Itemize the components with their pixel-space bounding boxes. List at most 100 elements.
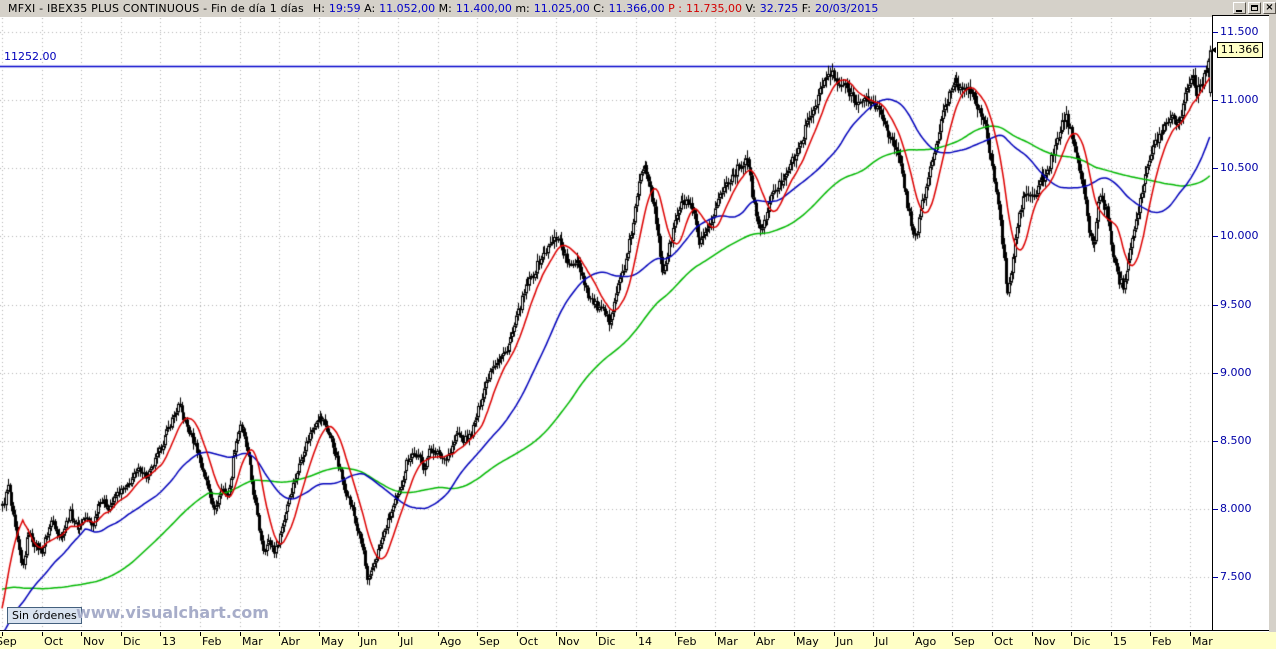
x-axis-tick	[596, 632, 597, 636]
price-chart-canvas[interactable]	[0, 18, 1212, 631]
watermark: www.visualchart.com	[76, 603, 269, 622]
orders-button[interactable]: Sin órdenes	[7, 607, 82, 624]
x-axis-label: May	[321, 635, 344, 648]
x-axis-tick	[358, 632, 359, 636]
level-line-label: 11252.00	[4, 50, 57, 63]
x-axis-label: Feb	[677, 635, 697, 648]
x-axis-label: Mar	[242, 635, 263, 648]
quote-field-label: H:	[312, 2, 325, 15]
y-axis-label: 8.000	[1220, 502, 1252, 515]
x-axis-label: Oct	[519, 635, 539, 648]
quote-field-label: F:	[801, 2, 811, 15]
x-axis-label: Jul	[875, 635, 889, 648]
y-axis-tick	[1213, 168, 1218, 169]
x-axis-label: Jul	[400, 635, 414, 648]
quote-field-value: 19:59	[328, 2, 361, 15]
quote-field: C: 11.366,00	[593, 2, 664, 15]
x-axis-tick	[794, 632, 795, 636]
x-axis-tick	[279, 632, 280, 636]
quote-field-value: 11.400,00	[455, 2, 512, 15]
y-axis-label: 10.500	[1220, 161, 1259, 174]
axis-top-line	[1212, 15, 1269, 16]
window-right-border	[1269, 17, 1276, 632]
x-axis-tick	[2, 632, 3, 636]
y-axis-label: 11.500	[1220, 25, 1259, 38]
x-axis-label: Dic	[123, 635, 141, 648]
y-axis-tick	[1213, 509, 1218, 510]
x-axis-label: Ago	[915, 635, 937, 648]
quote-field: A: 11.052,00	[364, 2, 435, 15]
x-axis-label: Nov	[1034, 635, 1056, 648]
x-axis-tick	[1150, 632, 1151, 636]
x-axis-label: May	[796, 635, 819, 648]
x-axis-label: Sep	[954, 635, 975, 648]
minimize-icon	[1236, 10, 1242, 12]
x-axis-tick	[1190, 632, 1191, 636]
x-axis-tick	[398, 632, 399, 636]
x-axis-label: Abr	[281, 635, 301, 648]
quote-field-value: 11.366,00	[608, 2, 665, 15]
y-axis-tick	[1213, 373, 1218, 374]
quote-field-value: 11.052,00	[379, 2, 436, 15]
x-axis-tick	[913, 632, 914, 636]
price-axis: 11.500 11.000 10.500 10.000 9.500 9.000 8.500 8…	[1213, 16, 1269, 630]
x-axis-tick	[636, 632, 637, 636]
quote-field: F: 20/03/2015	[802, 2, 879, 15]
y-axis-label: 11.000	[1220, 93, 1259, 106]
x-axis-label: Nov	[558, 635, 580, 648]
x-axis-tick	[992, 632, 993, 636]
quote-field-label: C:	[593, 2, 605, 15]
last-price-tag: 11.366	[1217, 42, 1263, 58]
y-axis-tick	[1213, 441, 1218, 442]
x-axis-label: Jun	[836, 635, 854, 648]
x-axis-tick	[438, 632, 439, 636]
y-axis-tick	[1213, 236, 1218, 237]
minimize-button[interactable]	[1233, 2, 1246, 14]
x-axis-tick	[42, 632, 43, 636]
maximize-icon	[1251, 5, 1258, 11]
quote-field: V: 32.725	[745, 2, 798, 15]
x-axis-label: 15	[1113, 635, 1127, 648]
y-axis-tick	[1213, 305, 1218, 306]
y-axis-label: 8.500	[1220, 434, 1252, 447]
x-axis-tick	[81, 632, 82, 636]
y-axis-label: 9.000	[1220, 366, 1252, 379]
x-axis-tick	[873, 632, 874, 636]
x-axis-label: Jun	[360, 635, 378, 648]
quote-field-value: 20/03/2015	[814, 2, 879, 15]
x-axis-tick	[160, 632, 161, 636]
x-axis-label: Dic	[1073, 635, 1091, 648]
x-axis-label: Feb	[202, 635, 222, 648]
x-axis-tick	[754, 632, 755, 636]
quote-field-value: 11.735,00	[685, 2, 742, 15]
x-axis-label: Oct	[44, 635, 64, 648]
x-axis-tick	[834, 632, 835, 636]
quote-field-label: V:	[745, 2, 756, 15]
y-axis-tick	[1213, 100, 1218, 101]
x-axis-tick	[675, 632, 676, 636]
window-title: MFXI - IBEX35 PLUS CONTINUOUS - Fin de d…	[8, 2, 304, 15]
quote-field: m: 11.025,00	[515, 2, 589, 15]
x-axis-label: Ago	[440, 635, 462, 648]
x-axis-label: Sep	[0, 635, 17, 648]
x-axis-label: 14	[638, 635, 652, 648]
time-axis: Sep Oct Nov Dic 13 Feb Mar Abr May Jun Jul Ago Sep Oc…	[0, 632, 1276, 649]
quote-field-label: M:	[438, 2, 452, 15]
x-axis-tick	[240, 632, 241, 636]
close-button[interactable]: ×	[1263, 2, 1276, 14]
bottom-axis-line	[0, 630, 1269, 631]
quote-field: M: 11.400,00	[439, 2, 512, 15]
y-axis-label: 9.500	[1220, 298, 1252, 311]
x-axis-label: Nov	[83, 635, 105, 648]
last-price-arrow-icon	[1211, 47, 1216, 53]
window-controls: ×	[1233, 2, 1276, 14]
axis-divider-line	[1212, 15, 1213, 631]
maximize-button[interactable]	[1248, 2, 1261, 14]
quote-field: P :11.735,00	[668, 2, 742, 15]
x-axis-tick	[319, 632, 320, 636]
x-axis-tick	[715, 632, 716, 636]
quote-field-label: A:	[364, 2, 376, 15]
x-axis-label: 13	[162, 635, 176, 648]
x-axis-tick	[477, 632, 478, 636]
